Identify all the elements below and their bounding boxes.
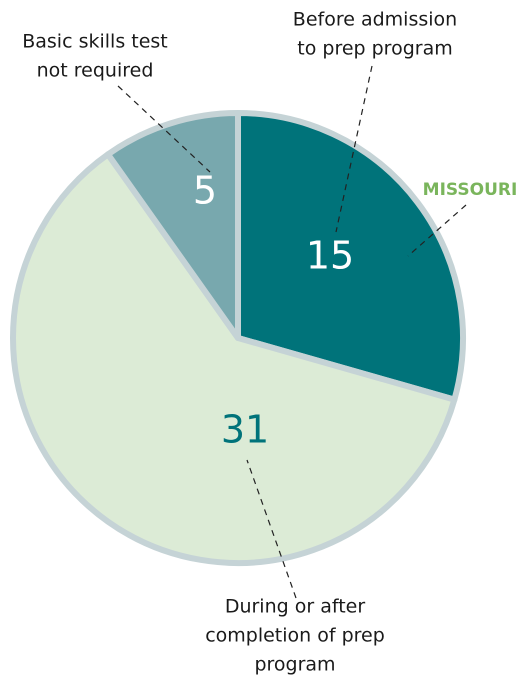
- value-label: 31: [221, 408, 269, 452]
- category-label: program: [254, 654, 335, 676]
- leader-line: [246, 459, 297, 599]
- category-label: Basic skills test: [22, 31, 168, 53]
- annotation: MISSOURI: [423, 180, 516, 200]
- leader-line: [407, 204, 467, 257]
- pie-slice: [105, 110, 241, 341]
- value-label: 15: [306, 234, 354, 278]
- pie: [10, 110, 466, 566]
- category-label: During or after: [225, 596, 366, 618]
- category-label: to prep program: [297, 38, 452, 60]
- pie-slice: [235, 110, 466, 403]
- category-label: Before admission: [293, 9, 457, 31]
- category-label: not required: [37, 60, 154, 82]
- value-label: 5: [193, 169, 217, 213]
- pie-slice: [10, 151, 458, 566]
- leader-line: [117, 85, 211, 173]
- category-label: completion of prep: [205, 625, 385, 647]
